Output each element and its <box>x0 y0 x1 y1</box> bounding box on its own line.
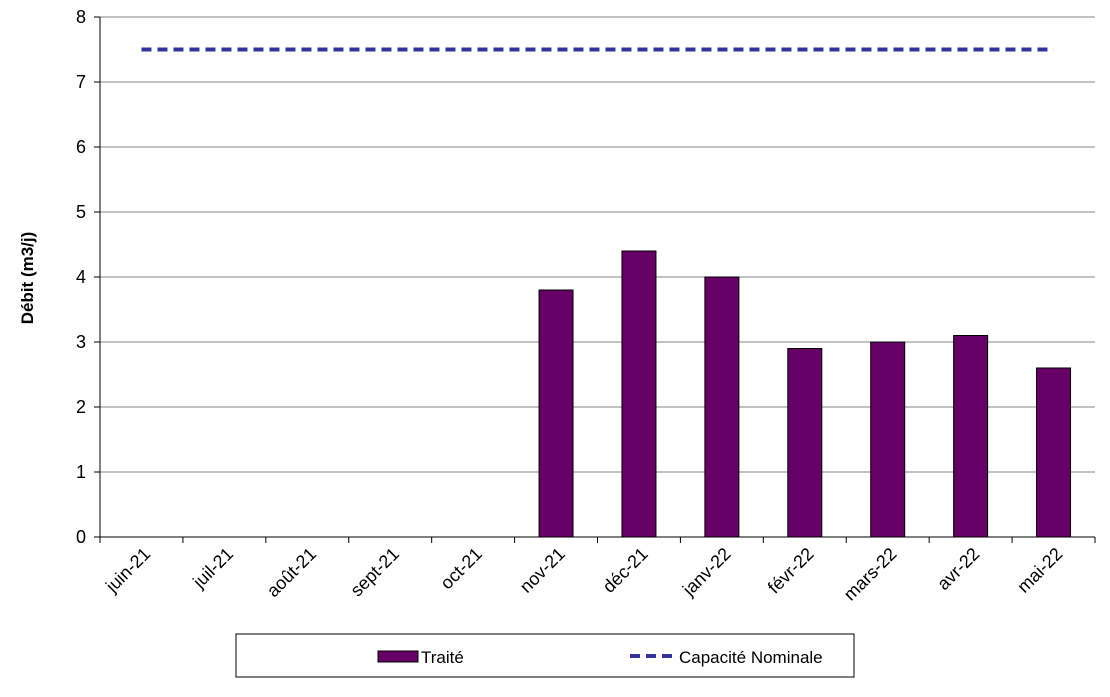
y-tick-label: 3 <box>76 332 86 352</box>
axes <box>94 16 1096 543</box>
bar-nov-21 <box>538 289 574 538</box>
x-tick-label: mars-22 <box>840 544 901 605</box>
x-tick-label: juil-21 <box>188 544 237 593</box>
bar-janv-22 <box>704 276 740 538</box>
x-tick-label: oct-21 <box>436 544 486 594</box>
legend: Traité Capacité Nominale <box>235 633 855 678</box>
bar-avr-22 <box>953 335 989 538</box>
y-tick-labels: 0 1 2 3 4 5 6 7 8 <box>76 7 86 547</box>
y-tick-label: 1 <box>76 462 86 482</box>
gridlines <box>100 16 1095 473</box>
y-tick-label: 0 <box>76 527 86 547</box>
x-tick-label: févr-22 <box>764 544 818 598</box>
y-tick-label: 6 <box>76 137 86 157</box>
legend-label-traite: Traité <box>421 648 464 667</box>
x-tick-label: janv-22 <box>678 544 735 601</box>
x-tick-label: déc-21 <box>599 544 652 597</box>
x-tick-label: juin-21 <box>101 544 154 597</box>
x-tick-labels: juin-21 juil-21 août-21 sept-21 oct-21 nov-21… <box>101 544 1066 605</box>
y-tick-label: 8 <box>76 7 86 27</box>
bar-févr-22 <box>787 348 823 538</box>
y-tick-label: 7 <box>76 72 86 92</box>
y-tick-label: 2 <box>76 397 86 417</box>
y-axis-title: Débit (m3/j) <box>18 232 37 325</box>
bar-mars-22 <box>870 341 906 538</box>
bar-déc-21 <box>621 250 657 538</box>
x-tick-label: avr-22 <box>933 544 983 594</box>
legend-swatch-traite <box>377 650 419 663</box>
y-tick-label: 5 <box>76 202 86 222</box>
x-tick-label: nov-21 <box>516 544 569 597</box>
x-tick-label: mai-22 <box>1013 544 1066 597</box>
bars <box>538 250 1072 538</box>
legend-box <box>235 633 855 678</box>
y-tick-label: 4 <box>76 267 86 287</box>
legend-label-capacite-nominale: Capacité Nominale <box>679 648 823 667</box>
x-tick-label: sept-21 <box>346 544 403 601</box>
x-tick-label: août-21 <box>263 544 320 601</box>
bar-mai-22 <box>1036 367 1072 538</box>
